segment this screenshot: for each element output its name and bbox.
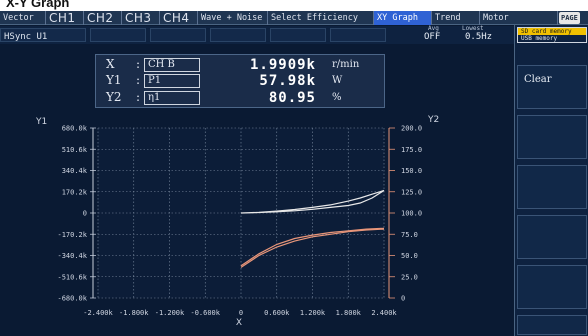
clear-button[interactable]: Clear	[517, 65, 587, 109]
tab-bar: Vector CH1 CH2 CH3 CH4 Wave + Noise Sele…	[0, 11, 588, 25]
y1-axis-title: Y1	[35, 117, 47, 127]
y1-tick-label: -680.0k	[57, 295, 87, 303]
page-heading-text: X-Y Graph	[6, 0, 70, 10]
y1-value: 57.98k	[259, 73, 316, 89]
storage-sd-option: SD card memory	[518, 28, 586, 35]
y1-tick-label: 340.4k	[62, 167, 88, 175]
storage-select-button[interactable]: SD card memory USB memory	[517, 27, 587, 43]
empty-soft-key[interactable]	[517, 215, 587, 259]
tab-xy-graph[interactable]: XY Graph	[374, 11, 432, 25]
x-axis-name: X	[106, 57, 115, 71]
x-tick-label: -0.600k	[190, 309, 220, 317]
y2-tick-label: 100.0	[401, 210, 422, 218]
y1-tick-label: 0	[83, 210, 87, 218]
tab-select-efficiency[interactable]: Select Efficiency	[268, 11, 374, 25]
x-axis-title: X	[236, 318, 242, 328]
status-slot	[90, 28, 146, 42]
y2-axis-name: Y2	[106, 90, 122, 104]
status-slot	[330, 28, 386, 42]
colon: :	[136, 57, 141, 71]
averaging-label: Avg	[428, 25, 439, 32]
y1-tick-label: -340.4k	[57, 252, 87, 260]
y1-tick-label: 680.0k	[62, 125, 88, 133]
sync-source-slot: HSync U1	[0, 28, 86, 42]
sync-source-label: HSync U1	[4, 32, 48, 42]
tab-ch3[interactable]: CH3	[122, 11, 160, 25]
x-tick-label: -1.800k	[119, 309, 149, 317]
colon: :	[136, 90, 141, 104]
x-tick-label: 2.400k	[371, 309, 397, 317]
x-source-field[interactable]: CH B	[144, 58, 200, 72]
lowest-frequency-label: Lowest	[462, 25, 484, 32]
clear-button-label: Clear	[524, 74, 552, 85]
empty-soft-key[interactable]	[517, 115, 587, 159]
y1-tick-label: -170.2k	[57, 231, 87, 239]
instrument-screen: Vector CH1 CH2 CH3 CH4 Wave + Noise Sele…	[0, 11, 588, 336]
y1-tick-label: 510.6k	[62, 146, 88, 154]
empty-soft-key[interactable]	[517, 165, 587, 209]
x-tick-label: 1.200k	[300, 309, 326, 317]
page-heading: X-Y Graph	[0, 0, 588, 11]
x-tick-label: 1.800k	[336, 309, 362, 317]
averaging-indicator: Avg OFF	[420, 25, 460, 44]
x-value: 1.9909k	[249, 57, 316, 73]
x-tick-label: 0	[239, 309, 243, 317]
tab-trend[interactable]: Trend	[432, 11, 480, 25]
y2-tick-label: 125.0	[401, 188, 422, 196]
status-slot	[270, 28, 326, 42]
y2-tick-label: 150.0	[401, 167, 422, 175]
tab-ch4[interactable]: CH4	[160, 11, 198, 25]
y2-unit: %	[332, 92, 342, 103]
y1-axis-name: Y1	[106, 73, 122, 87]
y1-unit: W	[332, 75, 343, 86]
series-curve-y2	[240, 227, 385, 267]
series-curve-y1	[240, 189, 385, 214]
y2-tick-label: 50.0	[401, 252, 418, 260]
tab-vector[interactable]: Vector	[0, 11, 46, 25]
y2-tick-label: 0	[401, 295, 405, 303]
storage-usb-option: USB memory	[521, 35, 558, 42]
tab-ch2[interactable]: CH2	[84, 11, 122, 25]
lowest-frequency-value: 0.5Hz	[465, 32, 493, 42]
page-key-badge[interactable]: PAGE	[559, 12, 580, 24]
averaging-value: OFF	[424, 32, 441, 42]
measurement-readout: X : CH B 1.9909k r/min Y1 : P1 57.98k W …	[95, 54, 385, 108]
xy-graph: -2.400k -1.800k -1.200k -0.600k 0 0.600k 1.200…	[35, 115, 439, 328]
empty-soft-key[interactable]	[517, 265, 587, 309]
x-tick-label: -1.200k	[155, 309, 185, 317]
y2-tick-label: 175.0	[401, 146, 422, 154]
y2-value: 80.95	[268, 90, 316, 106]
soft-key-panel: SD card memory USB memory Clear	[514, 25, 588, 336]
tab-ch1[interactable]: CH1	[46, 11, 84, 25]
y2-tick-label: 200.0	[401, 125, 422, 133]
status-row: HSync U1 Avg OFF Lowest 0.5Hz	[0, 25, 514, 44]
x-tick-label: 0.600k	[264, 309, 290, 317]
empty-soft-key[interactable]	[517, 315, 587, 335]
y1-tick-label: 170.2k	[62, 188, 88, 196]
x-tick-label: -2.400k	[83, 309, 113, 317]
y2-tick-label: 75.0	[401, 231, 418, 239]
x-unit: r/min	[332, 59, 360, 70]
y2-axis-title: Y2	[427, 115, 439, 125]
status-slot	[150, 28, 206, 42]
colon: :	[136, 73, 141, 87]
y1-tick-label: -510.6k	[57, 273, 87, 281]
tab-motor[interactable]: Motor	[480, 11, 558, 25]
y2-tick-label: 25.0	[401, 273, 418, 281]
status-slot	[210, 28, 266, 42]
y2-source-field[interactable]: η1	[144, 91, 200, 105]
series-curve-y2	[240, 228, 385, 268]
lowest-frequency-indicator: Lowest 0.5Hz	[462, 25, 512, 44]
y1-source-field[interactable]: P1	[144, 74, 200, 88]
tab-wave-noise[interactable]: Wave + Noise	[198, 11, 268, 25]
